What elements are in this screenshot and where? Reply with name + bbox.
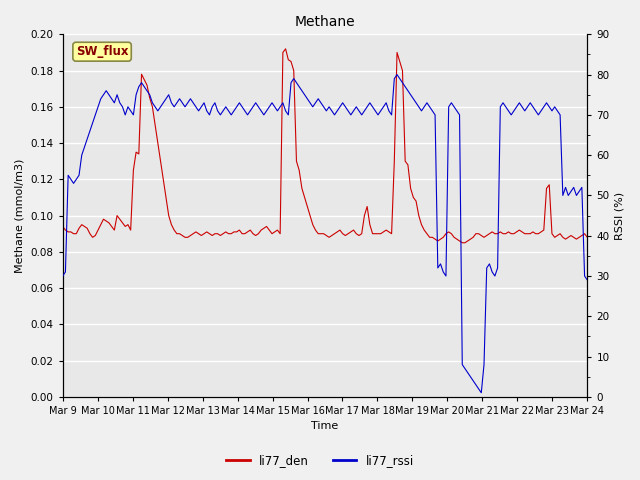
Text: SW_flux: SW_flux (76, 45, 129, 58)
Y-axis label: RSSI (%): RSSI (%) (615, 192, 625, 240)
Title: Methane: Methane (294, 15, 355, 29)
Legend: li77_den, li77_rssi: li77_den, li77_rssi (221, 449, 419, 472)
Y-axis label: Methane (mmol/m3): Methane (mmol/m3) (15, 158, 25, 273)
X-axis label: Time: Time (312, 421, 339, 432)
